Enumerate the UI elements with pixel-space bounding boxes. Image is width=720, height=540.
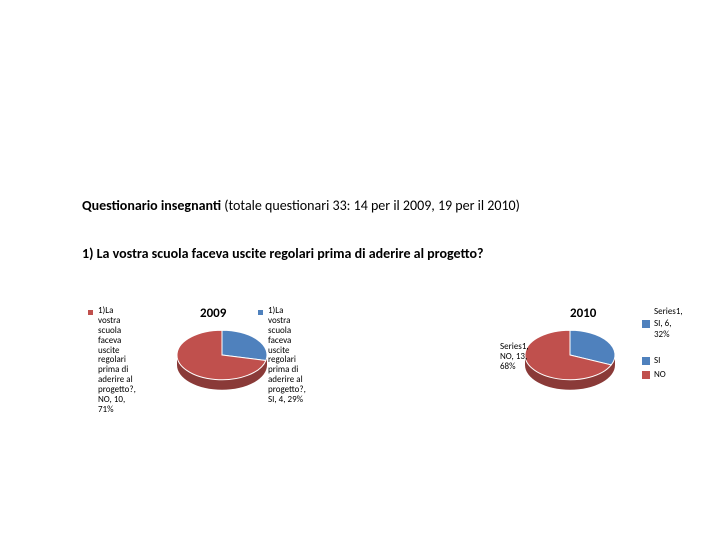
legend-2010: SI NO	[642, 355, 666, 382]
title-bold: Questionario insegnanti	[82, 197, 221, 214]
bullet-2009-no	[88, 310, 93, 315]
legend-2010-si: Series1, SI, 6, 32%	[642, 306, 683, 343]
page-title: Questionario insegnanti (totale question…	[82, 197, 520, 214]
leader-no-2009: 1)La vostra scuola faceva uscite regolar…	[98, 306, 148, 415]
legend-swatch-si-2	[642, 357, 650, 365]
legend-swatch-si	[642, 320, 650, 328]
legend-si-text: Series1, SI, 6, 32%	[654, 306, 683, 341]
title-rest: (totale questionari 33: 14 per il 2009, …	[221, 197, 520, 214]
legend-label-no: NO	[654, 369, 666, 381]
slide: Questionario insegnanti (totale question…	[0, 0, 720, 540]
chart-2010: 2010 Series1, NO, 13, 68% Series1, SI, 6…	[420, 300, 720, 480]
bullet-2009-si	[258, 310, 263, 315]
leader-si-2009: 1)La vostra scuola faceva uscite regolar…	[268, 306, 318, 405]
legend-swatch-no-2	[642, 371, 650, 379]
legend-label-si: SI	[654, 355, 660, 367]
leader-no-2010: Series1, NO, 13, 68%	[500, 342, 545, 372]
chart-2009: 2009 1)La vostra scuola faceva uscite re…	[82, 300, 342, 480]
question-text: 1) La vostra scuola faceva uscite regola…	[82, 246, 512, 263]
